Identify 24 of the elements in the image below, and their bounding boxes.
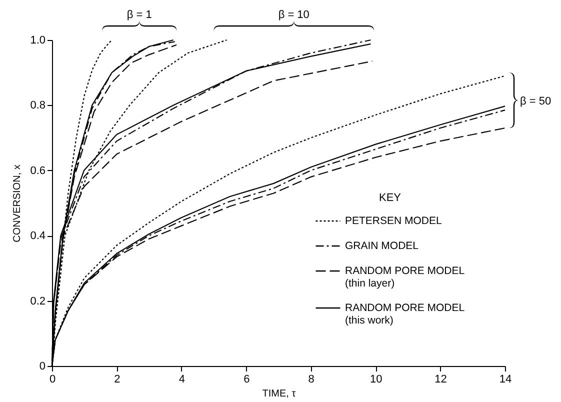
x-tick-label: 8 [308,374,314,386]
x-tick-label: 4 [178,374,185,386]
x-axis-title: TIME, τ [262,388,296,400]
x-tick-label: 14 [499,374,512,386]
x-tick-label: 2 [114,374,120,386]
text: β = 10 [278,9,310,21]
y-tick-label: 0.8 [30,100,46,112]
y-tick-label: 0 [39,360,46,372]
text: β = 50 [520,95,552,108]
y-tick-label: 0.2 [30,295,46,308]
text: β = 1 [126,9,152,21]
y-tick-label: 0.6 [30,164,46,177]
x-tick-label: 10 [370,374,382,386]
y-tick-label: 0.4 [30,230,46,242]
y-tick-label: 1.0 [30,34,46,46]
legend-label: PETERSEN MODEL [345,215,442,227]
x-tick-label: 6 [244,374,250,386]
x-tick-label: 12 [434,374,447,386]
legend-label: RANDOM PORE MODEL (thin layer) [345,265,465,290]
legend-label: GRAIN MODEL [345,240,419,252]
legend-title: KEY [378,192,402,204]
legend-label: RANDOM PORE MODEL (this work) [345,302,465,326]
y-axis-title: CONVERSION, x [12,164,24,242]
x-tick-label: 0 [49,374,56,386]
